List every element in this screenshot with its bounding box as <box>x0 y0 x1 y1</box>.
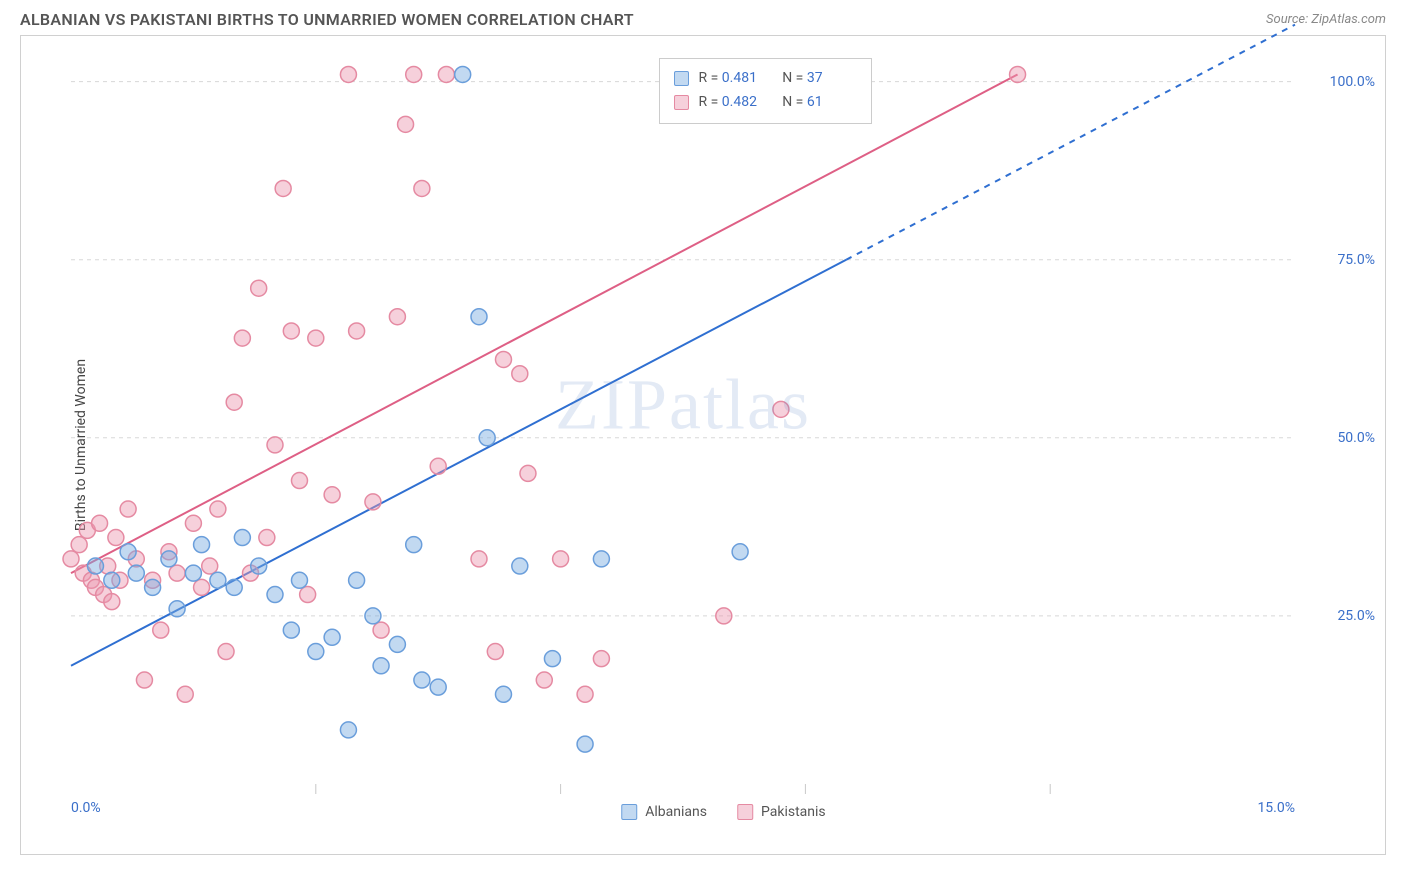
y-tick-label: 25.0% <box>1337 608 1375 624</box>
stats-swatch <box>674 71 689 86</box>
x-tick-label: 0.0% <box>71 800 101 816</box>
stats-row: R = 0.481 N = 37 <box>674 67 857 91</box>
legend-item: Albanians <box>621 804 707 820</box>
chart-container: Births to Unmarried Women ZIPatlas R = 0… <box>20 35 1386 855</box>
legend-item: Pakistanis <box>737 804 826 820</box>
y-tick-label: 50.0% <box>1337 430 1375 446</box>
y-tick-label: 75.0% <box>1337 252 1375 268</box>
y-tick-label: 100.0% <box>1330 74 1375 90</box>
stats-row: R = 0.482 N = 61 <box>674 91 857 115</box>
x-tick-label: 15.0% <box>1257 800 1295 816</box>
stats-text: R = 0.482 N = 61 <box>699 91 857 115</box>
source-label: Source: ZipAtlas.com <box>1266 12 1386 27</box>
legend-label: Albanians <box>645 804 707 820</box>
legend-bottom: Albanians Pakistanis <box>621 804 825 820</box>
legend-swatch <box>621 804 637 820</box>
legend-label: Pakistanis <box>761 804 826 820</box>
legend-swatch <box>737 804 753 820</box>
stats-swatch <box>674 95 689 110</box>
header: ALBANIAN VS PAKISTANI BIRTHS TO UNMARRIE… <box>0 0 1406 35</box>
stats-text: R = 0.481 N = 37 <box>699 67 857 91</box>
plot-area: ZIPatlas R = 0.481 N = 37R = 0.482 N = 6… <box>71 46 1295 794</box>
chart-title: ALBANIAN VS PAKISTANI BIRTHS TO UNMARRIE… <box>20 10 634 29</box>
stats-legend-box: R = 0.481 N = 37R = 0.482 N = 61 <box>659 58 872 124</box>
plot-svg <box>71 46 1295 794</box>
